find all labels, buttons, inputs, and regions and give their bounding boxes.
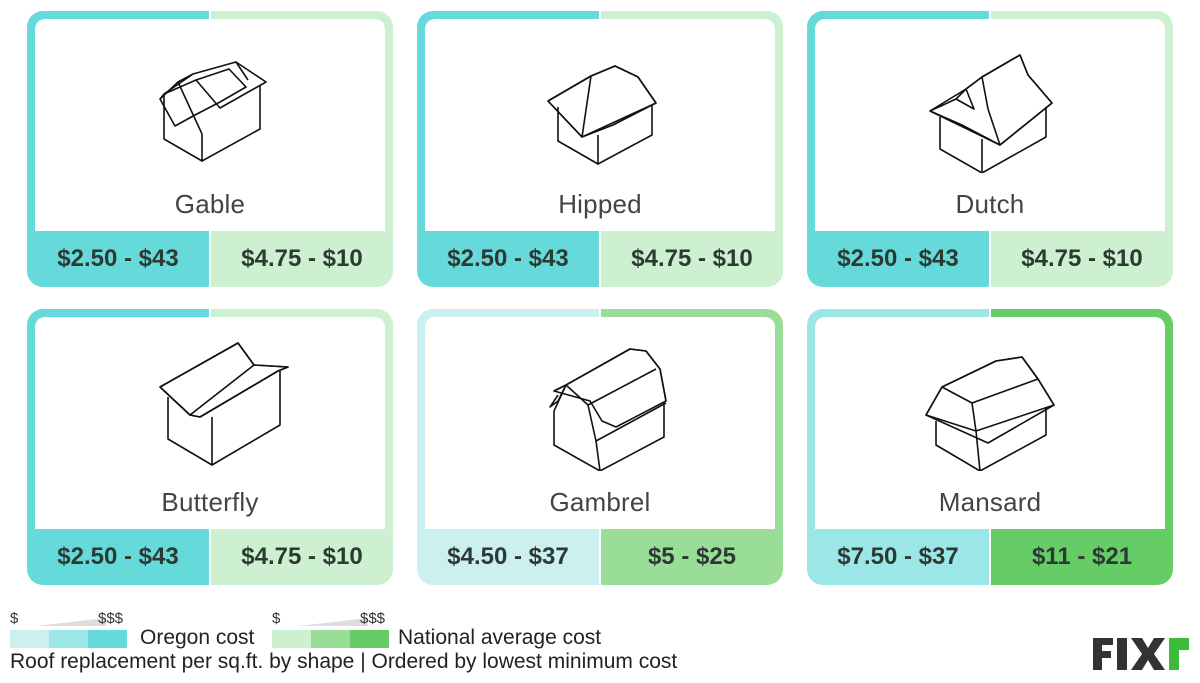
card-body: Mansard [815,317,1165,529]
swatch-mid [49,630,88,648]
national-cost: $4.75 - $10 [241,543,363,570]
roof-name: Gambrel [549,487,651,517]
swatch-low [10,630,49,648]
card-body: Gable [35,19,385,231]
legend-swatches [272,630,389,648]
oregon-cost: $2.50 - $43 [447,245,569,272]
oregon-cost: $2.50 - $43 [57,245,179,272]
dutch-roof-icon [815,33,1165,173]
card-body: Dutch [815,19,1165,231]
roof-name: Gable [174,189,246,219]
legend-high-label: $$$ [360,610,386,627]
legend-high-label: $$$ [98,610,124,627]
legend-oregon-label: Oregon cost [140,626,255,649]
card-body: Hipped [425,19,775,231]
roof-card-gambrel: Gambrel $4.50 - $37 $5 - $25 [417,309,783,585]
roof-card-butterfly: Butterfly $2.50 - $43 $4.75 - $10 [27,309,393,585]
roof-name: Hipped [558,189,642,219]
roof-card-hipped: Hipped $2.50 - $43 $4.75 - $10 [417,11,783,287]
swatch-mid [311,630,350,648]
roof-name: Butterfly [161,487,259,517]
national-cost: $4.75 - $10 [1021,245,1143,272]
national-cost: $5 - $25 [647,543,737,570]
oregon-cost: $7.50 - $37 [837,543,959,570]
national-cost: $11 - $21 [1031,543,1133,570]
hipped-roof-icon [425,33,775,173]
legend-ramp-icon [36,618,106,626]
legend-low-label: $ [272,610,281,627]
oregon-cost: $2.50 - $43 [57,543,179,570]
roof-card-dutch: Dutch $2.50 - $43 $4.75 - $10 [807,11,1173,287]
oregon-cost: $2.50 - $43 [837,245,959,272]
fixr-logo [1093,636,1189,672]
card-body: Butterfly [35,317,385,529]
roof-name: Mansard [938,487,1042,517]
roof-card-mansard: Mansard $7.50 - $37 $11 - $21 [807,309,1173,585]
legend-national-label: National average cost [398,626,602,649]
swatch-low [272,630,311,648]
mansard-roof-icon [815,331,1165,471]
card-body: Gambrel [425,317,775,529]
swatch-high [88,630,127,648]
gable-roof-icon [35,33,385,173]
legend-swatches [10,630,127,648]
roof-name: Dutch [955,189,1025,219]
roof-card-gable: Gable $2.50 - $43 $4.75 - $10 [27,11,393,287]
swatch-high [350,630,389,648]
butterfly-roof-icon [35,331,385,471]
national-cost: $4.75 - $10 [631,245,753,272]
legend-low-label: $ [10,610,19,627]
national-cost: $4.75 - $10 [241,245,363,272]
legend-ramp-icon [298,618,368,626]
caption: Roof replacement per sq.ft. by shape | O… [10,650,678,673]
gambrel-roof-icon [425,331,775,471]
oregon-cost: $4.50 - $37 [447,543,569,570]
